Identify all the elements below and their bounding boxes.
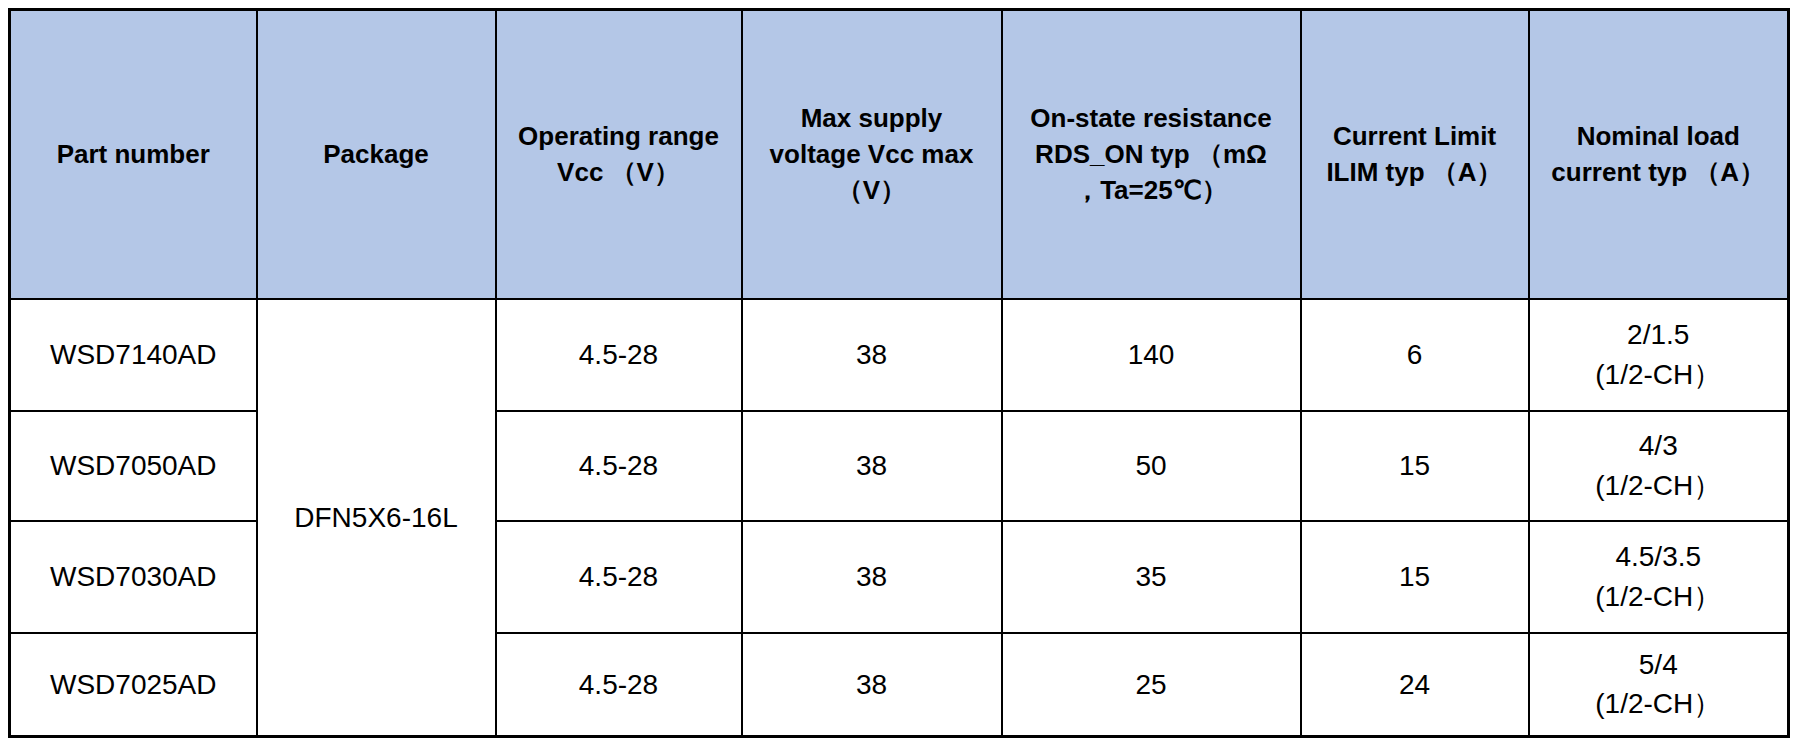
header-nominal-load-current: Nominal load current typ （A） bbox=[1529, 10, 1789, 299]
cell-rds-on: 25 bbox=[1002, 633, 1301, 737]
cell-rds-on: 50 bbox=[1002, 411, 1301, 521]
cell-nominal-load-current: 5/4 (1/2-CH） bbox=[1529, 633, 1789, 737]
cell-max-supply-voltage: 38 bbox=[742, 521, 1002, 633]
header-current-limit: Current Limit ILIM typ （A） bbox=[1301, 10, 1529, 299]
header-max-supply-voltage: Max supply voltage Vcc max （V） bbox=[742, 10, 1002, 299]
cell-operating-range: 4.5-28 bbox=[496, 299, 742, 411]
cell-rds-on: 140 bbox=[1002, 299, 1301, 411]
cell-operating-range: 4.5-28 bbox=[496, 411, 742, 521]
header-row: Part number Package Operating range Vcc … bbox=[10, 10, 1789, 299]
cell-ilim: 24 bbox=[1301, 633, 1529, 737]
cell-part-number: WSD7030AD bbox=[10, 521, 257, 633]
cell-operating-range: 4.5-28 bbox=[496, 633, 742, 737]
header-operating-range: Operating range Vcc （V） bbox=[496, 10, 742, 299]
header-on-state-resistance: On-state resistance RDS_ON typ （mΩ ，Ta=2… bbox=[1002, 10, 1301, 299]
part-selection-table: Part number Package Operating range Vcc … bbox=[8, 8, 1790, 738]
cell-rds-on: 35 bbox=[1002, 521, 1301, 633]
cell-max-supply-voltage: 38 bbox=[742, 411, 1002, 521]
cell-part-number: WSD7050AD bbox=[10, 411, 257, 521]
table-row: WSD7140AD DFN5X6-16L 4.5-28 38 140 6 2/1… bbox=[10, 299, 1789, 411]
cell-max-supply-voltage: 38 bbox=[742, 633, 1002, 737]
cell-ilim: 6 bbox=[1301, 299, 1529, 411]
cell-nominal-load-current: 4/3 (1/2-CH） bbox=[1529, 411, 1789, 521]
cell-nominal-load-current: 4.5/3.5 (1/2-CH） bbox=[1529, 521, 1789, 633]
page: Part number Package Operating range Vcc … bbox=[0, 0, 1795, 750]
header-package: Package bbox=[257, 10, 496, 299]
cell-max-supply-voltage: 38 bbox=[742, 299, 1002, 411]
cell-operating-range: 4.5-28 bbox=[496, 521, 742, 633]
cell-package-merged: DFN5X6-16L bbox=[257, 299, 496, 737]
cell-ilim: 15 bbox=[1301, 521, 1529, 633]
header-part-number: Part number bbox=[10, 10, 257, 299]
cell-part-number: WSD7140AD bbox=[10, 299, 257, 411]
cell-nominal-load-current: 2/1.5 (1/2-CH） bbox=[1529, 299, 1789, 411]
spec-table-container: Part number Package Operating range Vcc … bbox=[8, 8, 1790, 738]
cell-part-number: WSD7025AD bbox=[10, 633, 257, 737]
cell-ilim: 15 bbox=[1301, 411, 1529, 521]
